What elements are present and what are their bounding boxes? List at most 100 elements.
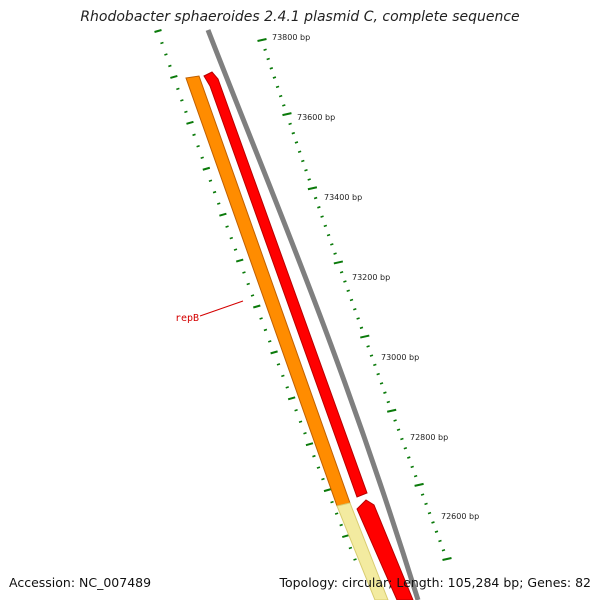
minor-tick (376, 372, 380, 376)
minor-tick (263, 328, 268, 332)
minor-tick (294, 409, 298, 412)
minor-tick (424, 502, 428, 506)
minor-tick (259, 317, 263, 320)
feature-pale[interactable] (336, 502, 389, 600)
minor-tick (366, 345, 370, 348)
minor-tick (272, 76, 277, 79)
minor-tick (225, 225, 229, 228)
minor-tick (304, 168, 308, 172)
minor-tick (208, 179, 213, 182)
scale-labels: 73800 bp 73600 bp 73400 bp 73200 bp 73000 bp… (272, 33, 479, 521)
minor-tick (192, 133, 196, 137)
minor-tick (379, 382, 384, 385)
major-tick (219, 212, 227, 217)
minor-tick (313, 196, 318, 200)
minor-tick (276, 363, 281, 366)
minor-tick (200, 156, 204, 160)
minor-tick (356, 317, 360, 320)
minor-tick (266, 57, 270, 61)
minor-tick (383, 391, 387, 394)
minor-tick (353, 558, 357, 561)
scale-label: 72800 bp (410, 433, 448, 442)
scale-label: 72600 bp (441, 512, 479, 521)
minor-tick (301, 159, 305, 163)
feature-orange[interactable] (185, 75, 351, 507)
major-tick (414, 482, 424, 487)
minor-tick (184, 110, 188, 114)
minor-tick (396, 428, 401, 432)
minor-tick (307, 178, 311, 181)
gene-label-repb[interactable]: repB (175, 313, 199, 324)
minor-tick (321, 477, 325, 481)
scale-label: 73600 bp (297, 113, 335, 122)
inner-tick-track (154, 29, 357, 561)
major-tick (154, 29, 162, 33)
minor-tick (348, 546, 353, 550)
minor-tick (431, 521, 435, 524)
minor-tick (326, 233, 331, 237)
minor-tick (438, 539, 442, 543)
minor-tick (346, 289, 350, 292)
backbone-arc (205, 29, 421, 600)
minor-tick (330, 243, 334, 246)
minor-tick (303, 431, 307, 435)
major-tick (323, 488, 332, 493)
minor-tick (263, 48, 267, 52)
major-tick (305, 442, 314, 447)
minor-tick (288, 122, 292, 126)
minor-tick (410, 465, 414, 469)
major-tick (257, 38, 267, 42)
minor-tick (282, 104, 286, 107)
minor-tick (334, 512, 339, 515)
minor-tick (386, 400, 391, 404)
minor-tick (281, 374, 285, 378)
minor-tick (176, 87, 180, 91)
minor-tick (250, 294, 255, 297)
minor-tick (373, 363, 377, 367)
major-tick (341, 534, 350, 539)
scale-label: 73200 bp (352, 273, 390, 282)
minor-tick (317, 206, 321, 209)
major-tick (170, 74, 178, 79)
map-title: Rhodobacter sphaeroides 2.4.1 plasmid C,… (80, 9, 520, 25)
minor-tick (420, 493, 425, 496)
minor-tick (427, 511, 432, 515)
minor-tick (291, 131, 296, 135)
major-tick (360, 334, 370, 339)
minor-tick (413, 474, 418, 478)
minor-tick (242, 271, 246, 274)
minor-tick (369, 354, 374, 357)
minor-tick (229, 236, 234, 240)
minor-tick (330, 500, 334, 504)
minor-tick (216, 202, 221, 205)
scale-label: 73000 bp (381, 353, 419, 362)
minor-tick (359, 326, 364, 330)
minor-tick (312, 454, 316, 458)
major-tick (186, 120, 194, 125)
major-tick (307, 186, 318, 191)
outer-tick-track (257, 38, 452, 561)
minor-tick (278, 94, 283, 98)
major-tick (270, 350, 278, 355)
minor-tick (349, 298, 354, 302)
gene-label-leader (199, 300, 244, 317)
minor-tick (164, 53, 168, 56)
minor-tick (339, 270, 344, 274)
major-tick (442, 557, 452, 561)
major-tick (333, 260, 344, 265)
accession-text: Accession: NC_007489 (9, 575, 152, 590)
gene-repb[interactable] (203, 71, 368, 498)
minor-tick (333, 252, 337, 255)
major-tick (253, 304, 261, 309)
major-tick (287, 396, 296, 401)
minor-tick (285, 386, 289, 389)
gene-red-lower[interactable] (356, 499, 414, 600)
minor-tick (353, 308, 357, 311)
minor-tick (343, 280, 347, 283)
minor-tick (294, 141, 299, 144)
scale-label: 73800 bp (272, 33, 310, 42)
minor-tick (196, 145, 200, 148)
major-tick (235, 258, 244, 263)
minor-tick (320, 215, 324, 218)
